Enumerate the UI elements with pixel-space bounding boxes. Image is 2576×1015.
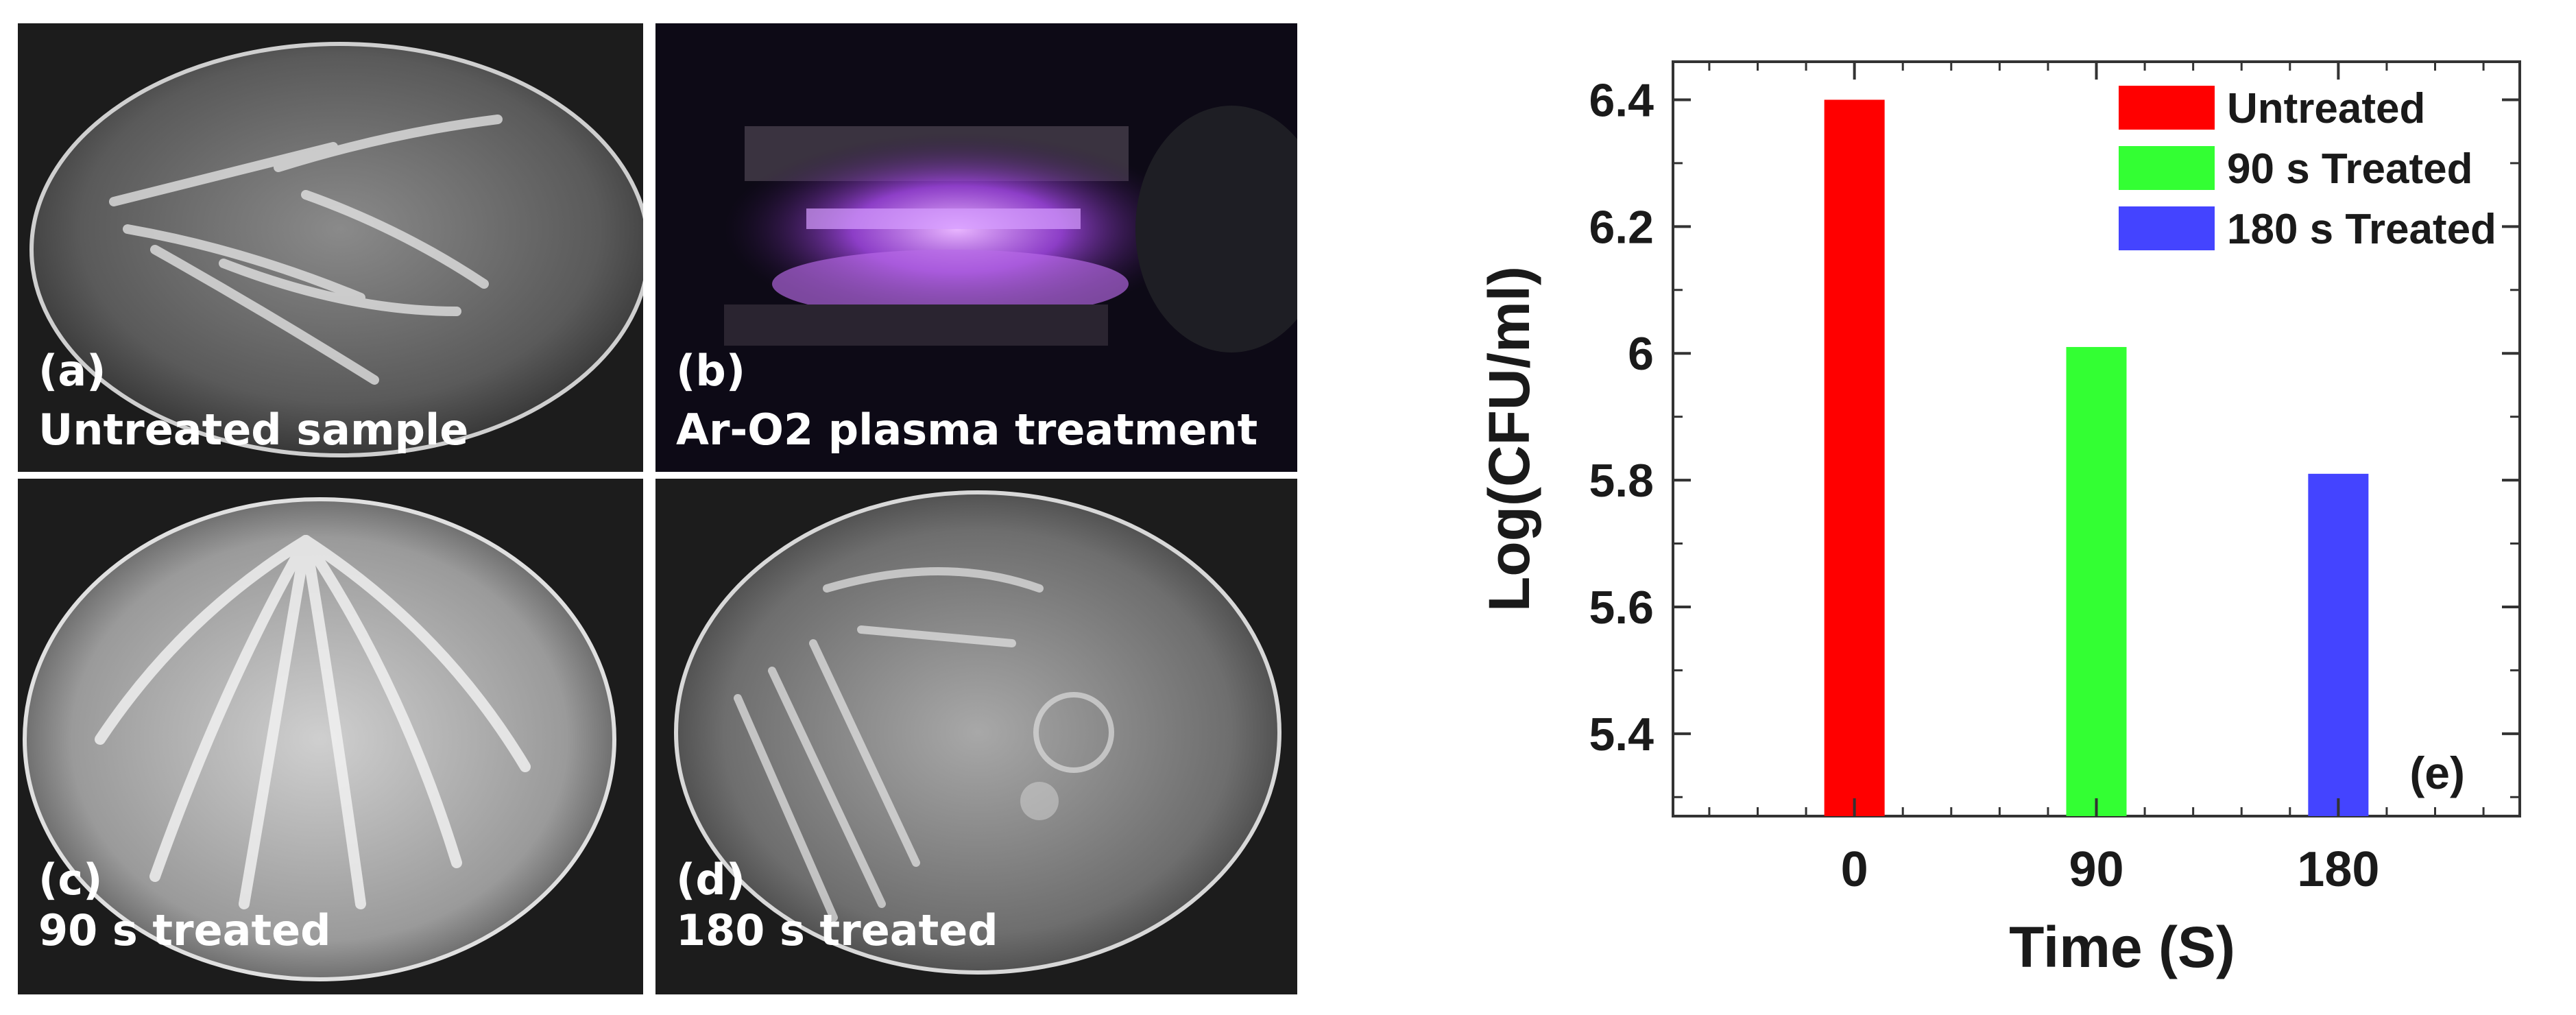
y-tick-label: 6 [1628, 328, 1654, 380]
y-axis-label: Log(CFU/ml) [1477, 266, 1541, 612]
x-tick-label: 180 [2297, 842, 2379, 897]
legend-swatch [2119, 146, 2215, 190]
bar-90 [2066, 346, 2127, 816]
x-axis-label: Time (S) [2009, 915, 2235, 979]
x-tick-label: 0 [1841, 842, 1868, 897]
y-tick-label: 5.6 [1589, 582, 1654, 634]
panel-label-b: (b) [676, 346, 746, 396]
legend-label: Untreated [2227, 85, 2425, 132]
bar-chart: 5.4 5.6 5.8 6 6.2 6.4 0 90 180 Untreated 90 s Tr… [1477, 60, 2521, 979]
caption-180s-treated: 180 s treated [676, 905, 998, 955]
caption-plasma-treatment: Ar-O2 plasma treatment [676, 405, 1258, 455]
y-tick-label: 6.2 [1589, 201, 1654, 253]
x-tick-label: 90 [2069, 842, 2123, 897]
plasma-chamber-image [655, 23, 1297, 472]
legend: Untreated 90 s Treated 180 s Treated [2119, 85, 2496, 253]
legend-swatch [2119, 206, 2215, 250]
legend-swatch [2119, 86, 2215, 130]
panel-label-d: (d) [676, 855, 746, 905]
caption-90s-treated: 90 s treated [38, 905, 331, 955]
legend-label: 180 s Treated [2227, 206, 2496, 253]
photo-180s-treated: (d) 180 s treated [655, 479, 1297, 994]
photo-untreated-sample: (a) Untreated sample [18, 23, 643, 472]
panel-label-a: (a) [38, 346, 106, 396]
legend-label: 90 s Treated [2227, 145, 2472, 193]
y-axis-ticks: 5.4 5.6 5.8 6 6.2 6.4 [1589, 74, 2520, 798]
y-tick-label: 5.8 [1589, 455, 1654, 507]
photo-90s-treated: (c) 90 s treated [18, 479, 643, 994]
y-tick-label: 5.4 [1589, 708, 1654, 761]
petri-dish-image [18, 23, 643, 472]
petri-dish-image [18, 479, 643, 994]
panel-label-e: (e) [2409, 748, 2465, 798]
caption-untreated-sample: Untreated sample [38, 405, 469, 455]
y-tick-label: 6.4 [1589, 74, 1654, 126]
bar-180 [2308, 473, 2369, 816]
bar-0 [1824, 99, 1885, 817]
photo-plasma-treatment: (b) Ar-O2 plasma treatment [655, 23, 1297, 472]
panel-label-c: (c) [38, 855, 103, 905]
bars [1824, 99, 2369, 817]
petri-dish-image [655, 479, 1297, 994]
x-axis-ticks: 0 90 180 [1708, 62, 2485, 897]
